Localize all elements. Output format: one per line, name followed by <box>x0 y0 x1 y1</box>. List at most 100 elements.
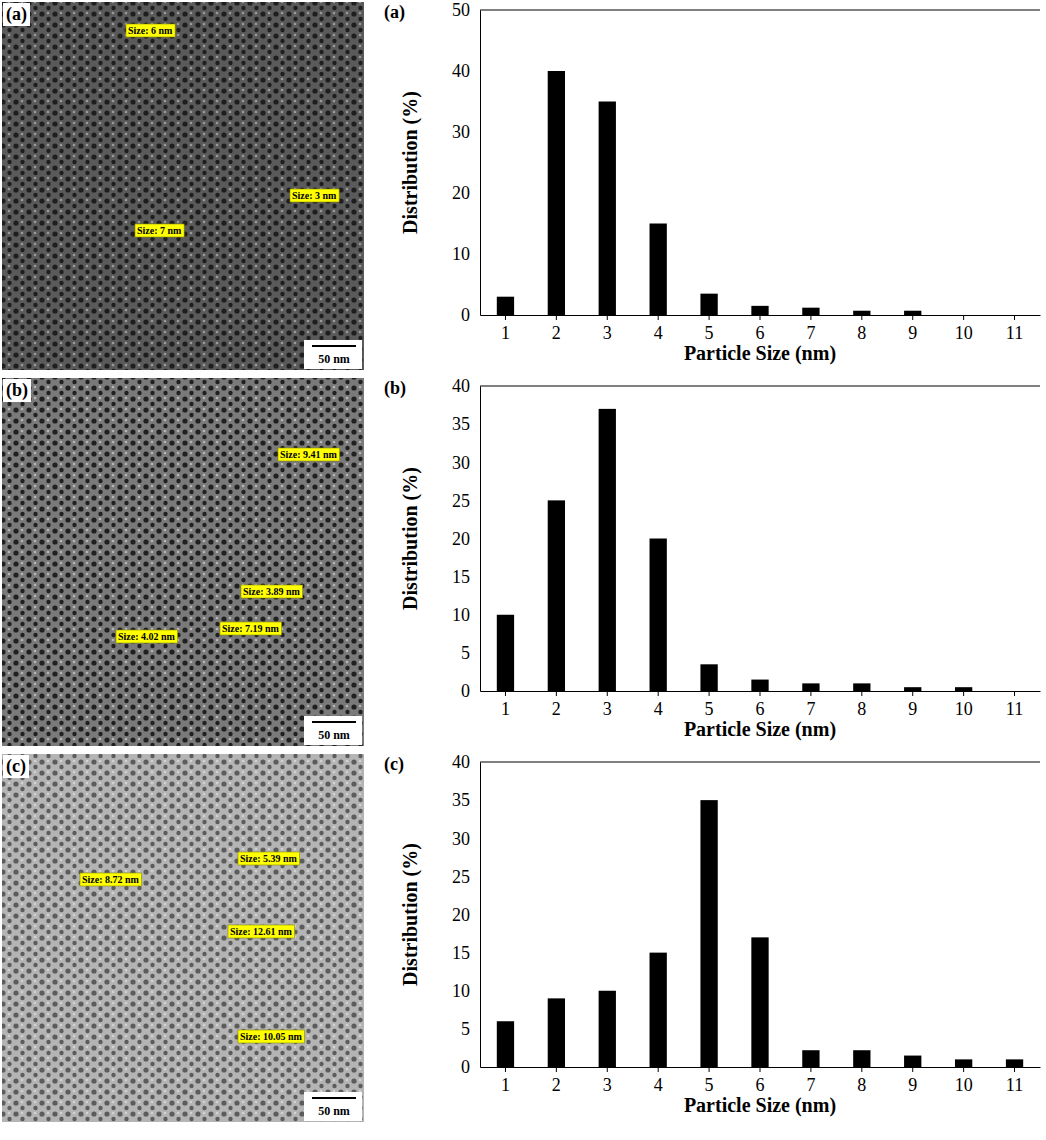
bar <box>955 1059 972 1067</box>
x-tick-label: 4 <box>654 699 663 719</box>
x-tick-label: 1 <box>501 699 510 719</box>
x-tick-mark <box>709 1067 710 1072</box>
y-tick: 0 <box>461 1057 480 1077</box>
y-tick-label: 0 <box>461 681 470 701</box>
scale-bar-bg <box>304 1092 362 1121</box>
y-axis-line <box>480 11 481 316</box>
x-tick: 5 <box>705 1067 714 1095</box>
panel-letter: (a) <box>6 4 27 25</box>
x-tick-label: 10 <box>955 1075 973 1095</box>
x-tick-label: 3 <box>603 323 612 343</box>
x-tick-mark <box>505 1067 506 1072</box>
x-axis: 1234567891011 <box>481 315 1041 343</box>
x-axis-title: Particle Size (nm) <box>684 342 836 365</box>
y-tick: 35 <box>452 790 480 810</box>
x-tick: 7 <box>806 691 815 719</box>
x-tick: 4 <box>654 1067 663 1095</box>
bar <box>853 1050 870 1067</box>
bar <box>1006 691 1023 692</box>
y-tick-label: 0 <box>461 305 470 325</box>
x-tick-label: 9 <box>908 1075 917 1095</box>
y-tick-label: 30 <box>452 829 470 849</box>
size-annotation: Size: 7 nm <box>137 225 182 236</box>
x-tick-mark <box>810 691 811 696</box>
y-tick: 10 <box>452 244 480 264</box>
x-tick: 1 <box>501 1067 510 1095</box>
x-tick-mark <box>760 315 761 320</box>
panel-letter-bg <box>3 755 29 778</box>
x-tick-mark <box>760 691 761 696</box>
size-annotation-bg <box>80 873 142 886</box>
y-tick: 40 <box>452 752 480 772</box>
x-tick-mark <box>556 315 557 320</box>
x-tick-label: 4 <box>654 323 663 343</box>
x-tick: 1 <box>501 691 510 719</box>
y-tick-label: 10 <box>452 981 470 1001</box>
y-axis-title: Distribution (%) <box>399 467 422 610</box>
bar <box>853 311 870 315</box>
plot-frame-top <box>480 10 1040 11</box>
y-tick-label: 10 <box>452 244 470 264</box>
y-tick-label: 35 <box>452 414 470 434</box>
x-tick-mark <box>810 315 811 320</box>
y-tick-label: 30 <box>452 453 470 473</box>
x-tick-label: 8 <box>857 323 866 343</box>
x-tick-label: 1 <box>501 1075 510 1095</box>
x-tick-label: 10 <box>955 699 973 719</box>
y-tick: 25 <box>452 491 480 511</box>
x-tick-mark <box>1014 1067 1015 1072</box>
bar <box>955 315 972 316</box>
x-tick-mark <box>963 315 964 320</box>
x-tick: 5 <box>705 691 714 719</box>
x-tick-label: 6 <box>756 1075 765 1095</box>
y-tick-label: 15 <box>452 943 470 963</box>
x-tick-mark <box>607 691 608 696</box>
scale-bar-bg <box>304 340 362 369</box>
plot-frame-top <box>480 386 1040 387</box>
bar <box>955 687 972 691</box>
bar <box>751 680 768 691</box>
x-tick-mark <box>912 1067 913 1072</box>
x-tick: 6 <box>756 691 765 719</box>
y-tick: 15 <box>452 943 480 963</box>
micrograph-image <box>2 2 364 370</box>
x-tick-label: 6 <box>756 699 765 719</box>
x-tick: 10 <box>955 315 973 343</box>
y-tick: 15 <box>452 567 480 587</box>
bar <box>548 71 565 315</box>
panel-letter: (a) <box>384 2 405 23</box>
y-tick: 50 <box>452 0 480 20</box>
x-tick-label: 8 <box>857 699 866 719</box>
x-tick-label: 2 <box>552 323 561 343</box>
size-annotation-bg <box>220 622 282 635</box>
x-tick-label: 6 <box>756 323 765 343</box>
x-tick: 7 <box>806 315 815 343</box>
y-tick: 10 <box>452 981 480 1001</box>
size-annotation-bg <box>116 630 178 643</box>
x-tick: 11 <box>1006 1067 1023 1095</box>
x-tick-mark <box>912 691 913 696</box>
y-tick-label: 40 <box>452 752 470 772</box>
size-annotation: Size: 5.39 nm <box>240 853 298 864</box>
x-tick-label: 7 <box>806 323 815 343</box>
x-tick-label: 9 <box>908 699 917 719</box>
x-axis-title: Particle Size (nm) <box>684 718 836 741</box>
size-annotation: Size: 12.61 nm <box>230 926 293 937</box>
x-tick-mark <box>607 315 608 320</box>
size-annotation: Size: 6 nm <box>128 25 173 36</box>
size-annotation-bg <box>126 24 175 37</box>
size-annotation-bg <box>241 585 303 598</box>
y-axis: 0510152025303540 <box>452 376 481 701</box>
x-tick-label: 3 <box>603 1075 612 1095</box>
x-tick-mark <box>861 691 862 696</box>
x-tick-label: 1 <box>501 323 510 343</box>
y-axis-line <box>480 763 481 1068</box>
x-tick-mark <box>505 691 506 696</box>
chart: 010203040501234567891011Particle Size (n… <box>384 0 1041 365</box>
y-tick: 30 <box>452 453 480 473</box>
bars <box>497 71 922 315</box>
x-tick-label: 9 <box>908 323 917 343</box>
x-tick-mark <box>607 1067 608 1072</box>
size-annotation-bg <box>228 925 295 938</box>
scale-bar-label: 50 nm <box>318 352 350 366</box>
